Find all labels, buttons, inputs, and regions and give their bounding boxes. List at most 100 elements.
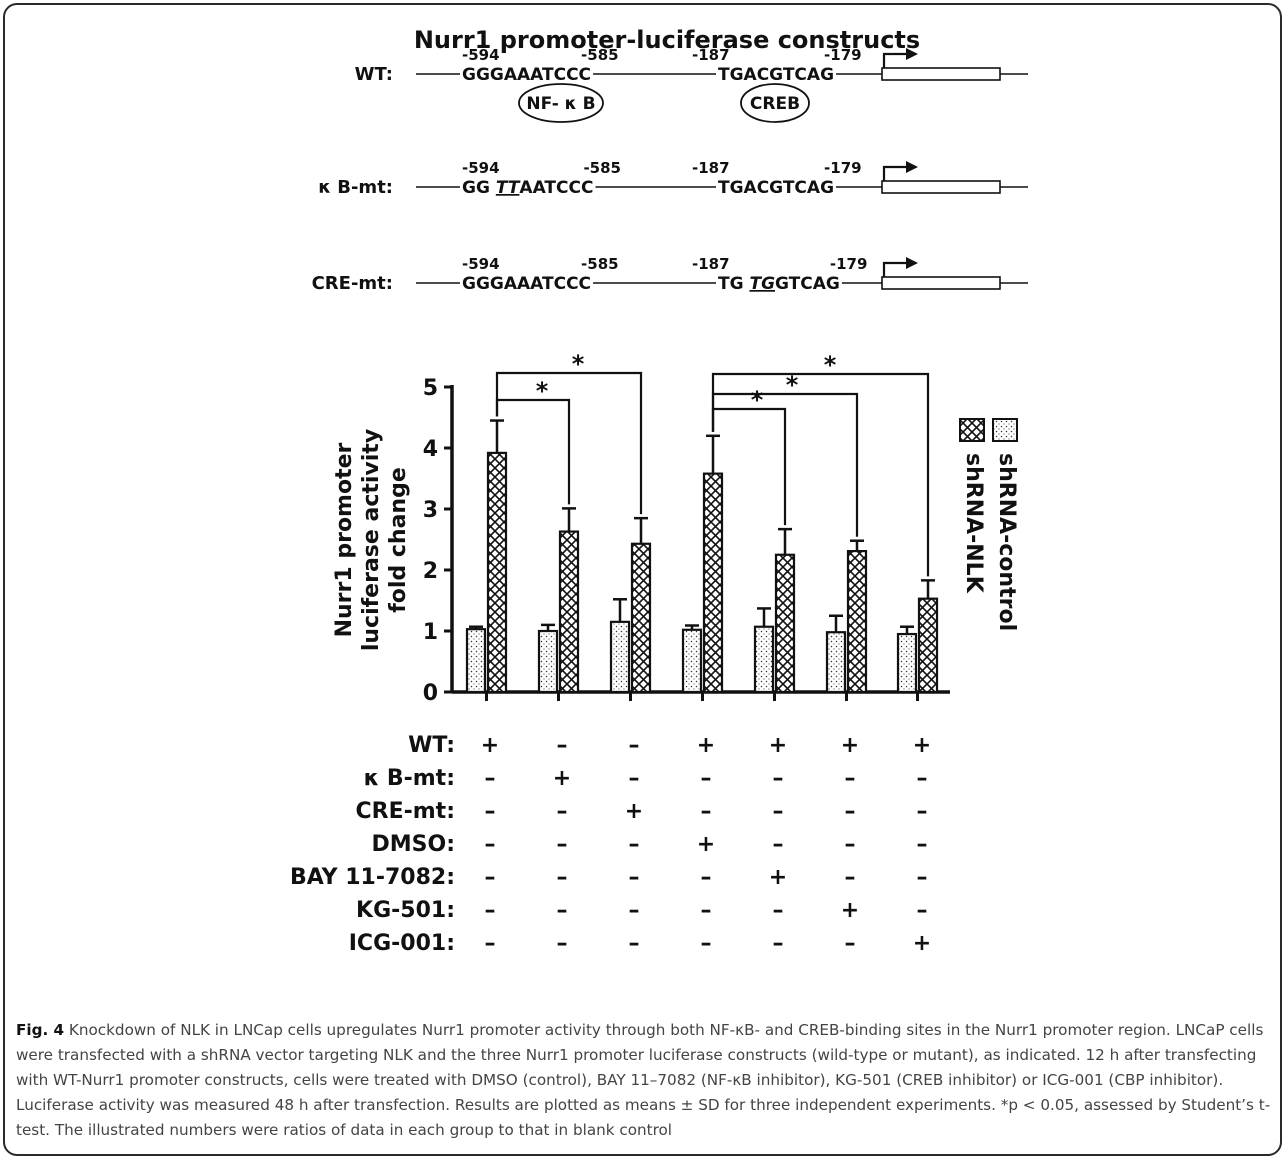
condition-mark: – xyxy=(917,898,928,923)
significance-star: * xyxy=(572,350,585,378)
condition-mark: – xyxy=(557,898,568,923)
sequence-nfkb-site: GG TTAATCCC xyxy=(462,178,593,198)
condition-mark: – xyxy=(629,931,640,956)
bar-shrna-control xyxy=(825,631,847,694)
y-tick-label: 4 xyxy=(423,437,438,462)
bar-shrna-nlk xyxy=(917,597,939,694)
sequence-creb-site-bg xyxy=(716,175,837,193)
construct-label: κ B-mt: xyxy=(318,177,393,198)
bar-shrna-nlk xyxy=(774,553,796,694)
position-label: -187 xyxy=(692,46,730,64)
position-label: -585 xyxy=(581,46,619,64)
condition-mark: – xyxy=(701,766,712,791)
position-label: -594 xyxy=(462,159,500,177)
figure-frame xyxy=(3,3,1282,1156)
significance-star: * xyxy=(536,377,549,405)
condition-mark: + xyxy=(553,766,571,791)
condition-mark: – xyxy=(917,799,928,824)
tss-arrowhead-icon xyxy=(906,161,918,173)
condition-mark: – xyxy=(701,898,712,923)
condition-mark: – xyxy=(701,865,712,890)
y-tick-label: 3 xyxy=(423,498,438,523)
condition-mark: + xyxy=(769,865,787,890)
condition-mark: – xyxy=(845,832,856,857)
y-tick-label: 0 xyxy=(423,681,438,706)
construct-label: CRE-mt: xyxy=(312,273,393,294)
y-tick-label: 1 xyxy=(423,620,438,645)
tss-arrowhead-icon xyxy=(906,257,918,269)
significance-star: * xyxy=(824,351,837,379)
condition-mark: + xyxy=(481,733,499,758)
y-axis-label: Nurr1 promoter xyxy=(332,442,357,637)
condition-label: DMSO: xyxy=(372,832,456,857)
condition-mark: – xyxy=(485,766,496,791)
condition-mark: + xyxy=(841,733,859,758)
significance-bracket xyxy=(711,372,930,577)
legend-label: shRNA-control xyxy=(994,453,1019,631)
construct-title: Nurr1 promoter-luciferase constructs xyxy=(414,26,920,54)
significance-bracket xyxy=(711,407,787,526)
nfkb-binding-oval xyxy=(518,83,604,123)
significance-star: * xyxy=(751,386,764,414)
bar-shrna-control xyxy=(681,628,703,694)
position-label: -585 xyxy=(583,159,621,177)
creb-binding-oval xyxy=(740,83,810,123)
tss-arrow-icon xyxy=(882,165,906,181)
condition-mark: – xyxy=(773,766,784,791)
luciferase-gene-box xyxy=(881,180,1001,194)
condition-mark: – xyxy=(629,898,640,923)
condition-label: ICG-001: xyxy=(349,931,455,956)
condition-mark: + xyxy=(697,832,715,857)
chart-legend: shRNA-NLK shRNA-control xyxy=(959,418,1019,631)
tss-arrow-icon xyxy=(882,52,906,68)
y-tick-label: 2 xyxy=(423,559,438,584)
condition-mark: – xyxy=(845,799,856,824)
figure-caption: Fig. 4 Knockdown of NLK in LNCap cells u… xyxy=(16,1018,1274,1143)
sequence-creb-site: TG TGGTCAG xyxy=(718,274,840,294)
position-label: -594 xyxy=(462,46,500,64)
position-label: -179 xyxy=(824,46,862,64)
construct-label: WT: xyxy=(355,64,393,85)
condition-mark: – xyxy=(917,832,928,857)
sequence-creb-site-bg xyxy=(716,62,837,80)
condition-mark: – xyxy=(485,931,496,956)
condition-label: BAY 11-7082: xyxy=(290,865,455,890)
position-label: -594 xyxy=(462,255,500,273)
bar-shrna-control xyxy=(753,625,775,694)
condition-mark: – xyxy=(773,931,784,956)
bar-shrna-control xyxy=(896,632,918,694)
condition-mark: – xyxy=(773,832,784,857)
position-label: -179 xyxy=(830,255,868,273)
condition-mark: – xyxy=(557,799,568,824)
condition-mark: – xyxy=(701,931,712,956)
condition-mark: – xyxy=(917,766,928,791)
tss-arrow-icon xyxy=(882,261,906,277)
tss-arrowhead-icon xyxy=(906,48,918,60)
bar-shrna-control xyxy=(609,620,631,694)
condition-mark: – xyxy=(773,898,784,923)
condition-mark: – xyxy=(485,865,496,890)
significance-bracket xyxy=(495,398,571,505)
condition-mark: – xyxy=(629,832,640,857)
position-label: -585 xyxy=(581,255,619,273)
condition-table: WT: + – – + + + + κ B-mt: – + – – – – – CRE-mt: – – + – – – – DM… xyxy=(290,733,931,956)
condition-mark: – xyxy=(485,898,496,923)
significance-bracket xyxy=(495,371,643,515)
sequence-creb-site-bg xyxy=(716,271,842,289)
condition-mark: + xyxy=(769,733,787,758)
bar-shrna-nlk xyxy=(486,451,508,694)
condition-mark: – xyxy=(629,865,640,890)
luciferase-gene-box xyxy=(881,67,1001,81)
bar-shrna-control xyxy=(465,628,487,694)
condition-label: CRE-mt: xyxy=(356,799,455,824)
condition-label: κ B-mt: xyxy=(364,766,455,791)
y-axis-label: luciferase activity xyxy=(359,429,384,651)
bar-shrna-nlk xyxy=(702,472,724,694)
condition-mark: – xyxy=(773,799,784,824)
condition-mark: – xyxy=(701,799,712,824)
position-label: -187 xyxy=(692,159,730,177)
position-label: -179 xyxy=(824,159,862,177)
condition-mark: + xyxy=(913,733,931,758)
sequence-nfkb-site: GGGAAATCCC xyxy=(462,274,591,294)
